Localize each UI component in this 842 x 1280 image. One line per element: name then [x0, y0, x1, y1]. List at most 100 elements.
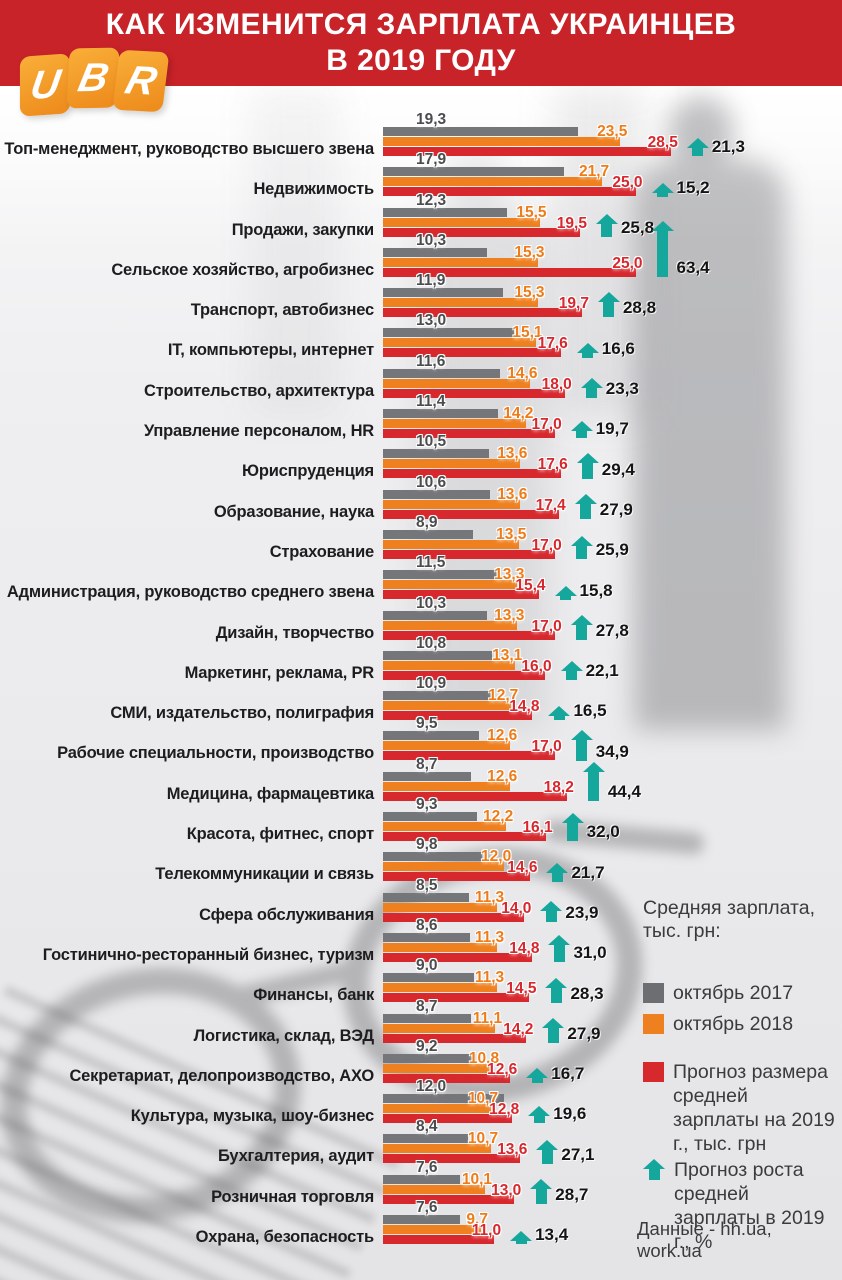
value-forecast2019: 17,0	[531, 738, 562, 756]
value-oct2017: 9,5	[416, 715, 438, 733]
arrow-head	[548, 934, 571, 945]
category-label: Сельское хозяйство, агробизнес	[111, 260, 374, 279]
value-oct2017: 11,9	[416, 272, 446, 290]
value-oct2018: 11,1	[472, 1009, 503, 1027]
category-label: Страхование	[269, 542, 374, 561]
growth-arrow-icon	[576, 452, 599, 479]
value-oct2018: 11,3	[474, 888, 505, 906]
value-oct2018: 13,6	[497, 485, 528, 503]
growth-arrow-icon	[582, 761, 605, 802]
growth-arrow-icon	[595, 214, 618, 237]
bar-oct2018	[383, 701, 512, 711]
growth-arrow-icon	[570, 730, 593, 761]
value-oct2017: 12,0	[416, 1078, 447, 1096]
growth-percent: 28,8	[622, 298, 657, 318]
bar-group: 9,5 12,6 17,0 34,9	[383, 716, 842, 761]
bar-forecast2019	[383, 1033, 527, 1043]
growth-arrow-icon	[576, 343, 599, 358]
bar-group: 8,9 13,5 17,0 25,9	[383, 514, 842, 560]
bar-forecast2019	[383, 993, 530, 1003]
growth-indicator: 16,5	[548, 702, 607, 721]
bar-oct2017	[383, 932, 470, 942]
bar-oct2018	[383, 1023, 496, 1033]
bar-forecast2019	[383, 670, 545, 680]
bar-group: 8,5 11,3 14,0 23,9	[383, 877, 842, 922]
growth-indicator: 16,7	[526, 1065, 584, 1084]
growth-indicator: 15,8	[554, 581, 613, 600]
bar-oct2017	[383, 1174, 460, 1184]
value-forecast2019: 14,0	[501, 899, 532, 917]
arrow-head	[546, 862, 569, 873]
value-oct2017: 17,9	[416, 151, 447, 169]
growth-indicator: 27,9	[542, 1018, 601, 1043]
value-forecast2019: 16,0	[521, 657, 552, 675]
bar-forecast2019	[383, 711, 533, 721]
value-oct2018: 15,1	[512, 324, 543, 342]
growth-indicator: 21,7	[546, 862, 605, 882]
bar-group: 10,9 12,7 14,8 16,5	[383, 676, 842, 721]
category-label: Красота, фитнес, спорт	[186, 825, 374, 844]
growth-arrow-icon	[546, 862, 569, 882]
arrow-head	[530, 1178, 553, 1189]
bar-oct2018	[383, 137, 621, 146]
value-oct2017: 19,3	[416, 111, 447, 128]
growth-percent: 29,4	[601, 459, 635, 479]
value-oct2017: 10,9	[416, 675, 447, 693]
background-window-band	[250, 86, 340, 416]
growth-percent: 19,7	[595, 419, 629, 439]
category-label: Образование, наука	[213, 502, 374, 521]
bar-forecast2019	[383, 791, 567, 801]
value-oct2018: 13,3	[494, 606, 525, 624]
growth-indicator: 32,0	[561, 813, 620, 842]
bar-oct2018	[383, 741, 511, 751]
arrow-stem	[576, 431, 588, 439]
growth-indicator: 16,6	[576, 339, 635, 358]
growth-arrow-icon	[542, 1018, 565, 1043]
value-oct2017: 7,6	[416, 1199, 438, 1217]
arrow-head	[582, 761, 605, 772]
arrow-head	[651, 221, 674, 232]
arrow-stem	[545, 910, 557, 922]
bar-forecast2019	[383, 1114, 513, 1124]
bar-group: 19,3 23,5 28,5 21,3	[383, 112, 842, 157]
bar-forecast2019	[383, 348, 561, 358]
bar-group: 8,4 10,7 13,6 27,1	[383, 1119, 842, 1164]
growth-arrow-icon	[570, 421, 593, 439]
value-oct2017: 10,5	[416, 433, 447, 451]
bar-group: 9,0 11,3 14,5 28,3	[383, 958, 842, 1003]
growth-indicator: 15,2	[651, 178, 710, 197]
bar-group: 11,6 14,6 18,0 23,3	[383, 353, 842, 399]
bar-forecast2019	[383, 1194, 515, 1204]
bar-oct2018	[383, 257, 538, 267]
growth-indicator: 31,0	[548, 934, 607, 963]
value-forecast2019: 17,4	[535, 496, 566, 514]
growth-percent: 63,4	[676, 258, 710, 278]
growth-indicator: 27,8	[570, 615, 629, 640]
arrow-head	[561, 813, 584, 824]
bar-forecast2019	[383, 509, 559, 519]
arrow-head	[686, 137, 709, 148]
value-oct2017: 10,8	[416, 634, 447, 652]
bar-oct2018	[383, 1063, 493, 1073]
growth-arrow-icon	[570, 615, 593, 640]
growth-arrow-icon	[560, 660, 583, 681]
growth-indicator: 25,8	[595, 214, 654, 237]
growth-arrow-icon	[548, 705, 571, 721]
ubr-logo-tile: U	[19, 53, 71, 117]
arrow-stem	[588, 771, 600, 802]
arrow-stem	[657, 231, 668, 278]
bar-oct2018	[383, 419, 527, 429]
growth-percent: 13,4	[535, 1225, 569, 1245]
arrow-head	[536, 1139, 559, 1150]
growth-arrow-icon	[536, 1139, 559, 1164]
category-label: Розничная торговля	[211, 1187, 374, 1206]
bar-forecast2019	[383, 1235, 495, 1245]
category-label: Телекоммуникации и связь	[155, 865, 374, 884]
growth-arrow-icon	[510, 1231, 533, 1245]
arrow-stem	[553, 944, 565, 963]
chart-row: Финансы, банк 9,0 11,3 14,5 28,3	[0, 958, 842, 1005]
arrow-head	[576, 452, 599, 463]
bar-group: 10,5 13,6 17,6 29,4	[383, 434, 842, 479]
growth-arrow-icon	[651, 221, 674, 278]
value-oct2017: 9,8	[416, 836, 438, 854]
